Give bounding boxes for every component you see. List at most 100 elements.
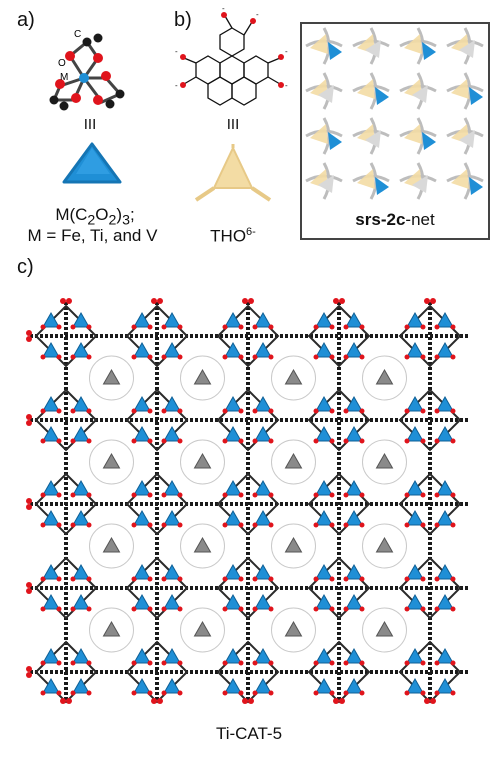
pore-ring: [362, 607, 407, 653]
oxygen-atom: [359, 606, 365, 612]
oxygen-atom: [252, 324, 258, 330]
oxygen-atom: [313, 354, 319, 360]
oxygen-atom: [252, 606, 258, 612]
pore-ring: [89, 355, 134, 401]
atom-label-m: M: [60, 72, 68, 83]
net-panel: srs-2c-net: [300, 22, 490, 240]
oxygen-atom: [56, 324, 62, 330]
ti-octahedron: [72, 593, 90, 610]
gray-node: [318, 175, 334, 193]
net-node: [357, 34, 381, 58]
oxygen-atom: [404, 660, 410, 666]
ti-octahedron: [254, 509, 272, 526]
carbon-atom: [105, 99, 115, 109]
gray-node: [459, 130, 475, 148]
ti-octahedron: [254, 647, 272, 664]
metal-complex-ball-stick: C O M: [49, 29, 125, 111]
oxygen-atom: [424, 698, 430, 704]
ti-octahedron: [315, 647, 333, 664]
oxygen-atom: [404, 408, 410, 414]
oxygen-atom: [86, 408, 92, 414]
oxygen-atom: [147, 408, 153, 414]
oxygen-atom: [70, 324, 76, 330]
ti-octahedron: [315, 593, 333, 610]
oxygen-atom: [313, 576, 319, 582]
pore-ring: [362, 355, 407, 401]
ti-octahedron: [254, 341, 272, 358]
ti-octahedron: [254, 479, 272, 496]
ti-octahedron: [436, 425, 454, 442]
oxygen-atom: [434, 522, 440, 528]
oxygen-atom: [86, 660, 92, 666]
svg-text:-: -: [175, 81, 178, 90]
oxygen-atom: [147, 324, 153, 330]
oxygen-atom: [55, 79, 65, 89]
oxygen-atom: [26, 414, 32, 420]
oxygen-atom: [359, 354, 365, 360]
ti-octahedron: [406, 479, 424, 496]
atom-label-o: O: [58, 58, 66, 69]
ti-octahedron: [42, 425, 60, 442]
ti-octahedron: [345, 395, 363, 412]
oxygen-atom: [131, 576, 137, 582]
ti-octahedron: [72, 677, 90, 694]
oxygen-atom: [151, 298, 157, 304]
gray-tetrahedron: [102, 536, 121, 553]
ti-octahedron: [254, 677, 272, 694]
oxygen-atom: [56, 576, 62, 582]
oxygen-atom: [252, 408, 258, 414]
ti-octahedron: [133, 647, 151, 664]
gray-tetrahedron: [284, 452, 303, 469]
net-node: [404, 34, 436, 60]
ti-octahedron: [436, 647, 454, 664]
ti-octahedron: [406, 425, 424, 442]
oxygen-atom: [238, 606, 244, 612]
net-name: srs-2c-net: [355, 210, 435, 229]
oxygen-atom: [343, 522, 349, 528]
oxygen-atom: [313, 606, 319, 612]
ti-octahedron: [406, 677, 424, 694]
gray-tetrahedron: [193, 368, 212, 385]
oxygen-atom: [333, 298, 339, 304]
oxygen-atom: [339, 698, 345, 704]
oxygen-atom: [222, 690, 228, 696]
metal-node: [375, 87, 389, 105]
oxygen-atom: [40, 522, 46, 528]
oxygen-atom: [450, 576, 456, 582]
ti-octahedron: [345, 479, 363, 496]
net-node: [310, 79, 334, 103]
oxygen-atom: [147, 576, 153, 582]
oxygen-atom: [40, 408, 46, 414]
ti-octahedron: [345, 677, 363, 694]
oxygen-atom: [420, 438, 426, 444]
oxygen-atom: [222, 438, 228, 444]
oxygen-atom: [161, 324, 167, 330]
oxygen-atom: [252, 354, 258, 360]
svg-text:-: -: [222, 8, 225, 13]
ti-octahedron: [224, 341, 242, 358]
ti-octahedron: [72, 563, 90, 580]
metal-node: [375, 177, 389, 195]
oxygen-atom: [177, 606, 183, 612]
oxygen-atom: [343, 354, 349, 360]
oxygen-atom: [420, 606, 426, 612]
oxygen-atom: [313, 660, 319, 666]
oxygen-atom: [157, 298, 163, 304]
oxygen-atom: [252, 438, 258, 444]
gray-tetrahedron: [284, 368, 303, 385]
oxygen-atom: [268, 576, 274, 582]
oxygen-atom: [147, 522, 153, 528]
oxygen-atom: [252, 576, 258, 582]
oxygen-atom: [26, 336, 32, 342]
ti-octahedron: [133, 677, 151, 694]
oxygen-atom: [420, 690, 426, 696]
oxygen-atom: [268, 354, 274, 360]
oxygen-atom: [161, 576, 167, 582]
oxygen-atom: [343, 324, 349, 330]
ti-octahedron: [436, 479, 454, 496]
net-node: [404, 79, 428, 103]
oxygen-atom: [420, 354, 426, 360]
oxygen-atom: [420, 576, 426, 582]
gray-node: [412, 175, 428, 193]
oxygen-atom: [359, 408, 365, 414]
